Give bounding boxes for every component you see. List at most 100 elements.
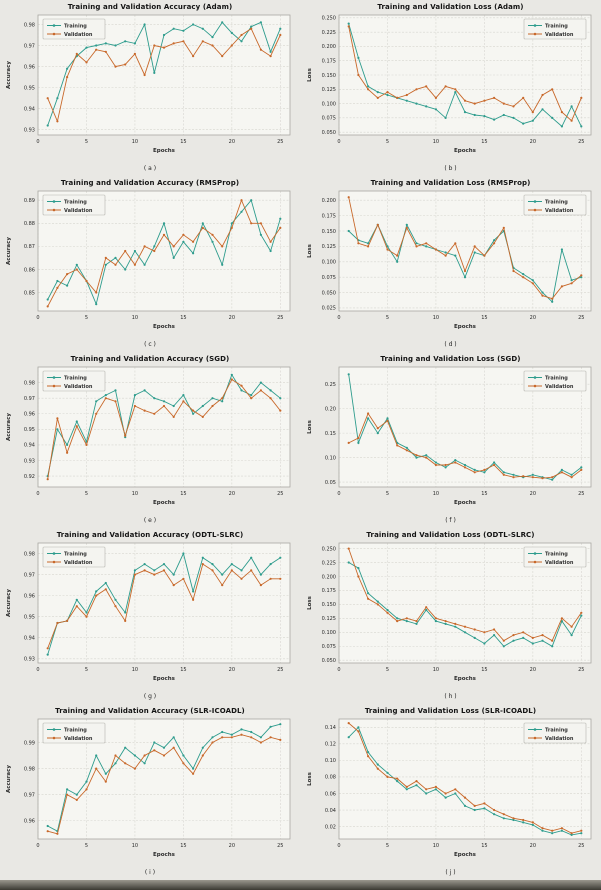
- svg-text:0.225: 0.225: [321, 560, 335, 566]
- svg-text:5: 5: [85, 843, 88, 849]
- svg-text:25: 25: [578, 843, 584, 849]
- svg-text:Validation: Validation: [545, 208, 574, 214]
- svg-text:0.250: 0.250: [321, 546, 335, 552]
- svg-text:Training: Training: [64, 199, 87, 205]
- svg-text:0.94: 0.94: [24, 636, 35, 642]
- svg-text:Epochs: Epochs: [153, 676, 176, 682]
- svg-text:0.150: 0.150: [321, 229, 335, 235]
- svg-text:0.94: 0.94: [24, 106, 35, 112]
- svg-text:20: 20: [529, 315, 535, 321]
- subplot-j: Training and Validation Loss (SLR-ICOADL…: [300, 704, 601, 880]
- svg-text:0.96: 0.96: [24, 64, 35, 70]
- svg-text:15: 15: [481, 139, 487, 145]
- svg-text:15: 15: [180, 843, 186, 849]
- chart-caption: ( a ): [143, 165, 157, 172]
- chart-canvas: 0 5 10 15 20 25 0.02 0.04 0.06 0.08 0.10 0.12 0.14 Ep…: [307, 718, 591, 858]
- svg-text:0.95: 0.95: [24, 427, 35, 433]
- svg-text:0.150: 0.150: [321, 602, 335, 608]
- svg-text:0.04: 0.04: [324, 808, 335, 814]
- svg-text:15: 15: [180, 491, 186, 497]
- svg-text:Training: Training: [545, 23, 568, 29]
- chart-title: Training and Validation Accuracy (SLR-IC…: [55, 707, 245, 715]
- svg-text:Validation: Validation: [64, 384, 93, 390]
- svg-text:0.100: 0.100: [321, 101, 335, 107]
- svg-text:25: 25: [277, 315, 283, 321]
- svg-text:Training: Training: [545, 375, 568, 381]
- svg-text:Validation: Validation: [64, 32, 93, 38]
- svg-text:0.93: 0.93: [24, 458, 35, 464]
- svg-text:Epochs: Epochs: [454, 324, 477, 330]
- svg-text:0.050: 0.050: [321, 658, 335, 664]
- svg-text:5: 5: [385, 315, 388, 321]
- svg-text:15: 15: [180, 139, 186, 145]
- chart-caption: ( b ): [444, 165, 457, 172]
- svg-text:0: 0: [36, 667, 39, 673]
- svg-text:0.93: 0.93: [24, 657, 35, 663]
- chart-caption: ( j ): [445, 869, 456, 876]
- svg-text:Accuracy: Accuracy: [6, 61, 12, 89]
- svg-text:25: 25: [277, 139, 283, 145]
- svg-text:0.87: 0.87: [24, 244, 35, 250]
- svg-text:0.98: 0.98: [24, 766, 35, 772]
- svg-text:0: 0: [337, 315, 340, 321]
- svg-text:0.92: 0.92: [24, 474, 35, 480]
- chart-title: Training and Validation Loss (SLR-ICOADL…: [364, 707, 537, 715]
- svg-text:Training: Training: [64, 551, 87, 557]
- svg-text:0.025: 0.025: [321, 306, 335, 312]
- svg-text:0.97: 0.97: [24, 396, 35, 402]
- svg-text:10: 10: [432, 315, 438, 321]
- subplot-d: Training and Validation Loss (RMSProp) 0 5…: [300, 176, 601, 352]
- svg-text:20: 20: [229, 667, 235, 673]
- svg-text:0.100: 0.100: [321, 630, 335, 636]
- svg-text:Accuracy: Accuracy: [6, 237, 12, 265]
- svg-text:Loss: Loss: [307, 243, 313, 258]
- svg-text:0.95: 0.95: [24, 614, 35, 620]
- svg-text:25: 25: [578, 491, 584, 497]
- svg-text:Epochs: Epochs: [153, 500, 176, 506]
- svg-text:Epochs: Epochs: [153, 324, 176, 330]
- chart-canvas: 0 5 10 15 20 25 0.05 0.10 0.15 0.20 0.25 Epochs Loss…: [307, 366, 591, 506]
- chart-canvas: 0 5 10 15 20 25 0.93 0.94 0.95 0.96 0.97 0.98 Epochs…: [6, 542, 291, 682]
- svg-text:0.075: 0.075: [321, 275, 335, 281]
- subplot-b: Training and Validation Loss (Adam) 0 5 10 1…: [300, 0, 601, 176]
- svg-text:20: 20: [529, 139, 535, 145]
- svg-text:0.96: 0.96: [24, 412, 35, 418]
- svg-text:5: 5: [85, 139, 88, 145]
- svg-text:5: 5: [85, 315, 88, 321]
- svg-text:15: 15: [481, 667, 487, 673]
- subplot-g: Training and Validation Accuracy (ODTL-S…: [0, 528, 300, 704]
- chart-canvas: 0 5 10 15 20 25 0.050 0.075 0.100 0.125 0.150 0.175…: [307, 542, 591, 682]
- svg-text:Epochs: Epochs: [454, 500, 477, 506]
- svg-text:0: 0: [337, 667, 340, 673]
- svg-text:0.93: 0.93: [24, 128, 35, 134]
- chart-canvas: 0 5 10 15 20 25 0.025 0.050 0.075 0.100 0.125 0.150…: [307, 190, 591, 330]
- svg-text:10: 10: [432, 139, 438, 145]
- svg-text:0.98: 0.98: [24, 22, 35, 28]
- svg-text:20: 20: [529, 667, 535, 673]
- svg-text:Loss: Loss: [307, 67, 313, 82]
- svg-text:Validation: Validation: [64, 736, 93, 742]
- svg-text:0.12: 0.12: [324, 742, 335, 748]
- svg-text:0.075: 0.075: [321, 644, 335, 650]
- subplot-h: Training and Validation Loss (ODTL-SLRC)…: [300, 528, 601, 704]
- svg-text:0.125: 0.125: [321, 244, 335, 250]
- svg-text:0.94: 0.94: [24, 443, 35, 449]
- chart-canvas: 0 5 10 15 20 25 0.93 0.94 0.95 0.96 0.97 0.98 Epochs…: [6, 14, 291, 154]
- svg-text:5: 5: [385, 491, 388, 497]
- chart-title: Training and Validation Accuracy (RMSPro…: [60, 179, 240, 187]
- svg-text:0: 0: [36, 139, 39, 145]
- svg-text:5: 5: [85, 491, 88, 497]
- svg-text:25: 25: [277, 491, 283, 497]
- svg-text:0: 0: [337, 491, 340, 497]
- chart-title: Training and Validation Accuracy (Adam): [67, 3, 233, 11]
- svg-text:Loss: Loss: [307, 419, 313, 434]
- svg-text:0.175: 0.175: [321, 588, 335, 594]
- svg-text:Loss: Loss: [307, 771, 313, 786]
- svg-text:0.125: 0.125: [321, 616, 335, 622]
- chart-caption: ( d ): [444, 341, 457, 348]
- svg-text:Training: Training: [545, 551, 568, 557]
- svg-text:5: 5: [385, 667, 388, 673]
- svg-text:10: 10: [132, 491, 138, 497]
- svg-text:0.14: 0.14: [324, 725, 335, 731]
- svg-text:0.050: 0.050: [321, 290, 335, 296]
